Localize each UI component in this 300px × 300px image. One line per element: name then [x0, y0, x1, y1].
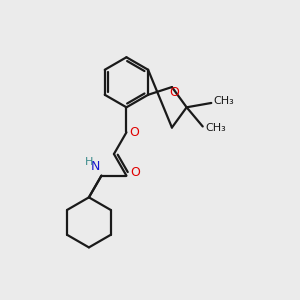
Text: O: O — [129, 126, 139, 139]
Text: CH₃: CH₃ — [205, 123, 226, 133]
Text: O: O — [130, 166, 140, 179]
Text: H: H — [85, 158, 93, 167]
Text: N: N — [91, 160, 100, 173]
Text: CH₃: CH₃ — [214, 97, 234, 106]
Text: O: O — [169, 86, 179, 99]
